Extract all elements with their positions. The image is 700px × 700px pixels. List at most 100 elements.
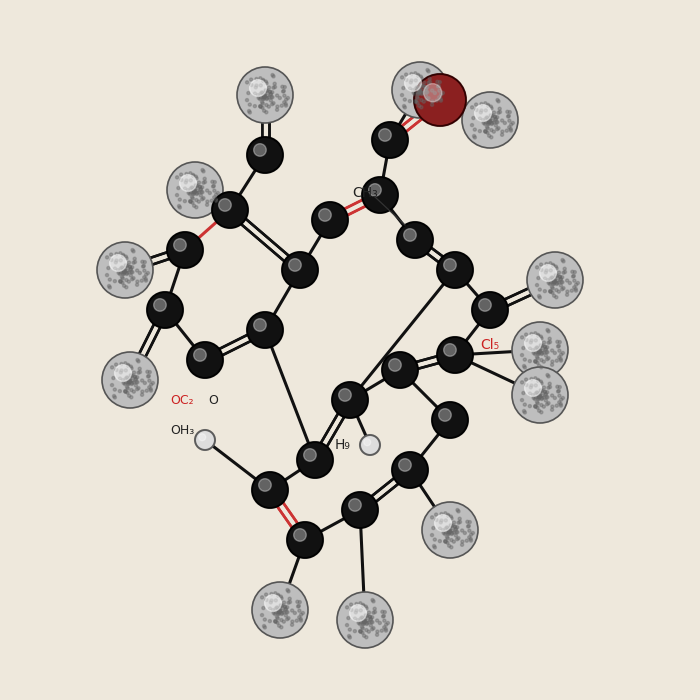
- Circle shape: [383, 619, 386, 622]
- Circle shape: [448, 531, 451, 533]
- Circle shape: [532, 351, 536, 354]
- Circle shape: [201, 190, 204, 194]
- Circle shape: [456, 508, 459, 512]
- Circle shape: [295, 619, 298, 622]
- Circle shape: [559, 353, 563, 356]
- Circle shape: [373, 607, 376, 610]
- Circle shape: [134, 377, 137, 380]
- Circle shape: [524, 403, 526, 406]
- Circle shape: [507, 115, 510, 118]
- Circle shape: [458, 517, 461, 520]
- Circle shape: [540, 335, 542, 338]
- Circle shape: [280, 597, 283, 600]
- Circle shape: [426, 86, 428, 89]
- Circle shape: [457, 521, 460, 524]
- Circle shape: [356, 619, 359, 622]
- Circle shape: [284, 608, 287, 611]
- Circle shape: [122, 270, 126, 273]
- Circle shape: [195, 175, 197, 178]
- Circle shape: [417, 92, 421, 95]
- Text: OC₂: OC₂: [170, 393, 194, 407]
- Circle shape: [260, 614, 264, 617]
- Circle shape: [484, 130, 487, 133]
- Circle shape: [554, 280, 556, 284]
- Circle shape: [263, 94, 266, 97]
- Circle shape: [287, 601, 290, 604]
- Circle shape: [127, 364, 130, 368]
- Circle shape: [130, 271, 133, 274]
- Circle shape: [538, 288, 541, 291]
- Circle shape: [528, 360, 531, 363]
- Circle shape: [403, 98, 406, 101]
- Circle shape: [260, 91, 263, 94]
- Circle shape: [364, 614, 368, 617]
- Circle shape: [487, 121, 491, 124]
- Circle shape: [252, 472, 288, 508]
- Circle shape: [259, 77, 262, 80]
- Circle shape: [120, 363, 123, 365]
- Circle shape: [540, 269, 543, 272]
- Circle shape: [457, 510, 460, 513]
- Circle shape: [300, 613, 302, 616]
- Circle shape: [122, 284, 126, 287]
- Circle shape: [127, 382, 130, 386]
- Circle shape: [531, 393, 534, 397]
- Circle shape: [147, 292, 183, 328]
- Circle shape: [397, 222, 433, 258]
- Circle shape: [534, 332, 537, 335]
- Circle shape: [363, 621, 366, 624]
- Circle shape: [130, 365, 132, 368]
- Circle shape: [291, 620, 294, 623]
- Circle shape: [192, 174, 195, 176]
- Circle shape: [354, 611, 357, 614]
- Circle shape: [284, 104, 288, 107]
- Circle shape: [450, 517, 453, 520]
- Circle shape: [524, 358, 526, 361]
- Circle shape: [121, 379, 125, 382]
- Circle shape: [440, 99, 442, 102]
- Circle shape: [498, 107, 501, 111]
- Circle shape: [522, 346, 525, 349]
- Circle shape: [539, 344, 542, 347]
- Circle shape: [125, 257, 128, 260]
- Circle shape: [136, 280, 139, 283]
- Circle shape: [359, 602, 362, 605]
- Circle shape: [447, 531, 451, 534]
- Circle shape: [521, 398, 524, 402]
- Circle shape: [539, 392, 542, 395]
- Circle shape: [543, 290, 547, 293]
- Circle shape: [368, 621, 370, 624]
- Circle shape: [195, 206, 198, 209]
- Circle shape: [290, 609, 294, 612]
- Circle shape: [484, 130, 487, 133]
- Circle shape: [248, 103, 251, 106]
- Circle shape: [562, 260, 565, 263]
- Circle shape: [469, 538, 472, 540]
- Circle shape: [475, 108, 478, 111]
- Circle shape: [342, 492, 378, 528]
- Circle shape: [541, 394, 544, 397]
- Circle shape: [218, 199, 231, 211]
- Circle shape: [279, 610, 282, 613]
- Circle shape: [455, 531, 458, 533]
- Circle shape: [371, 598, 374, 601]
- Circle shape: [416, 74, 419, 76]
- Circle shape: [485, 116, 489, 119]
- Circle shape: [276, 617, 279, 620]
- Circle shape: [551, 291, 554, 294]
- Circle shape: [126, 377, 129, 379]
- Circle shape: [432, 402, 468, 438]
- Circle shape: [423, 81, 426, 84]
- Circle shape: [276, 621, 279, 624]
- Circle shape: [480, 102, 483, 106]
- Circle shape: [545, 269, 548, 272]
- Circle shape: [189, 172, 192, 175]
- Circle shape: [265, 104, 268, 106]
- Circle shape: [561, 258, 564, 262]
- Circle shape: [538, 395, 541, 398]
- Circle shape: [463, 531, 466, 535]
- Circle shape: [349, 628, 351, 631]
- Circle shape: [120, 369, 123, 372]
- Circle shape: [378, 622, 382, 624]
- Circle shape: [287, 590, 290, 593]
